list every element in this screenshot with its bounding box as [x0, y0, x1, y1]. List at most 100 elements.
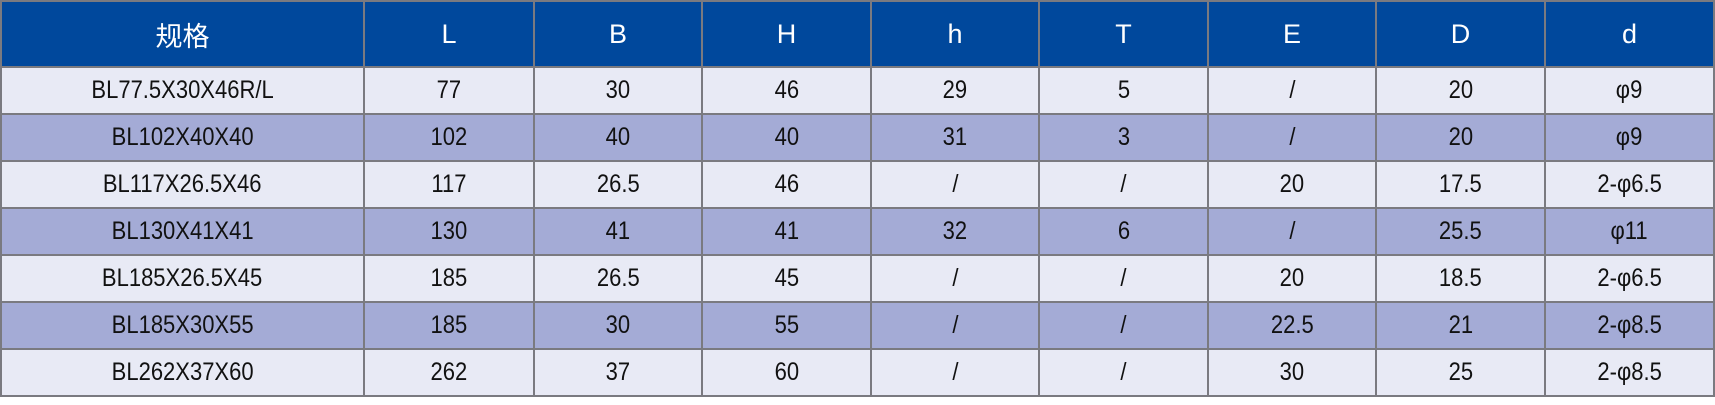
table-cell: 185 — [363, 254, 535, 303]
table-cell: / — [1207, 66, 1377, 115]
cell-text: 20 — [1448, 123, 1473, 151]
cell-text: BL77.5X30X46R/L — [91, 76, 274, 104]
table-cell: BL130X41X41 — [0, 207, 365, 256]
table-cell: φ11 — [1544, 207, 1715, 256]
cell-text: / — [1288, 123, 1296, 151]
column-header: D — [1375, 0, 1546, 68]
cell-text: 3 — [1117, 123, 1130, 151]
table-cell: 20 — [1375, 113, 1546, 162]
cell-text: / — [951, 358, 959, 386]
cell-text: / — [1288, 217, 1296, 245]
table-cell: 102 — [363, 113, 535, 162]
table-cell: / — [870, 254, 1040, 303]
cell-text: BL130X41X41 — [111, 217, 254, 245]
cell-text: / — [1120, 170, 1127, 198]
cell-text: BL117X26.5X46 — [103, 170, 262, 198]
cell-text: 26.5 — [596, 264, 640, 292]
cell-text: 46 — [774, 170, 799, 198]
cell-text: 45 — [774, 264, 799, 292]
table-cell: 46 — [701, 66, 872, 115]
cell-text: 18.5 — [1439, 264, 1482, 292]
cell-text: BL185X26.5X45 — [102, 264, 263, 292]
cell-text: 40 — [774, 123, 799, 151]
cell-text: 31 — [942, 123, 968, 151]
table-cell: / — [1038, 348, 1209, 397]
cell-text: BL262X37X60 — [111, 358, 254, 386]
table-cell: 6 — [1038, 207, 1209, 256]
cell-text: 20 — [1279, 264, 1305, 292]
table-cell: / — [870, 301, 1040, 350]
table-cell: 262 — [363, 348, 535, 397]
table-row: BL117X26.5X46 117 26.5 46 / / 20 17.5 2-φ6.5 — [0, 160, 1715, 209]
table-cell: 40 — [701, 113, 872, 162]
table-cell: / — [870, 348, 1040, 397]
column-header: B — [533, 0, 703, 68]
cell-text: / — [1120, 264, 1127, 292]
column-header: E — [1207, 0, 1377, 68]
table-cell: BL117X26.5X46 — [0, 160, 365, 209]
cell-text: 25.5 — [1439, 217, 1482, 245]
cell-text: 2-φ6.5 — [1597, 170, 1662, 198]
table-cell: 41 — [701, 207, 872, 256]
table-cell: 30 — [533, 301, 703, 350]
table-row: BL77.5X30X46R/L 77 30 46 29 5 / 20 φ9 — [0, 66, 1715, 115]
table-cell: 32 — [870, 207, 1040, 256]
cell-text: 262 — [430, 358, 468, 386]
table-cell: 46 — [701, 160, 872, 209]
cell-text: 46 — [774, 76, 799, 104]
cell-text: 77 — [436, 76, 462, 104]
cell-text: / — [1120, 358, 1127, 386]
table-cell: 26.5 — [533, 254, 703, 303]
table-cell: / — [1207, 113, 1377, 162]
table-cell: 41 — [533, 207, 703, 256]
cell-text: 37 — [605, 358, 631, 386]
cell-text: 185 — [430, 264, 468, 292]
cell-text: 6 — [1117, 217, 1130, 245]
table-cell: 2-φ8.5 — [1544, 348, 1715, 397]
cell-text: 40 — [605, 123, 631, 151]
cell-text: 5 — [1117, 76, 1130, 104]
table-cell: / — [1038, 160, 1209, 209]
table-cell: 22.5 — [1207, 301, 1377, 350]
table-cell: / — [1207, 207, 1377, 256]
cell-text: 185 — [430, 311, 468, 339]
table-cell: 2-φ6.5 — [1544, 254, 1715, 303]
column-header: 规格 — [0, 0, 365, 68]
table-cell: 20 — [1207, 254, 1377, 303]
column-header: h — [870, 0, 1040, 68]
cell-text: 41 — [605, 217, 631, 245]
table-cell: 25.5 — [1375, 207, 1546, 256]
cell-text: 41 — [774, 217, 799, 245]
cell-text: φ11 — [1610, 217, 1649, 245]
table-cell: 117 — [363, 160, 535, 209]
cell-text: 26.5 — [596, 170, 640, 198]
cell-text: 2-φ8.5 — [1597, 358, 1662, 386]
table-cell: φ9 — [1544, 66, 1715, 115]
table-cell: 37 — [533, 348, 703, 397]
cell-text: / — [951, 311, 959, 339]
cell-text: 30 — [1279, 358, 1305, 386]
cell-text: 117 — [431, 170, 467, 198]
table-cell: 26.5 — [533, 160, 703, 209]
cell-text: 102 — [430, 123, 468, 151]
table-cell: 45 — [701, 254, 872, 303]
table-cell: BL102X40X40 — [0, 113, 365, 162]
cell-text: 60 — [774, 358, 799, 386]
cell-text: 29 — [942, 76, 968, 104]
table-cell: BL185X26.5X45 — [0, 254, 365, 303]
column-header: H — [701, 0, 872, 68]
table-cell: 60 — [701, 348, 872, 397]
table-cell: 3 — [1038, 113, 1209, 162]
table-cell: 30 — [533, 66, 703, 115]
cell-text: / — [951, 264, 959, 292]
table-cell: 2-φ6.5 — [1544, 160, 1715, 209]
table-cell: 20 — [1207, 160, 1377, 209]
table-cell: 17.5 — [1375, 160, 1546, 209]
cell-text: 30 — [605, 76, 631, 104]
cell-text: 21 — [1448, 311, 1473, 339]
table-cell: 55 — [701, 301, 872, 350]
cell-text: 20 — [1448, 76, 1473, 104]
table-cell: φ9 — [1544, 113, 1715, 162]
